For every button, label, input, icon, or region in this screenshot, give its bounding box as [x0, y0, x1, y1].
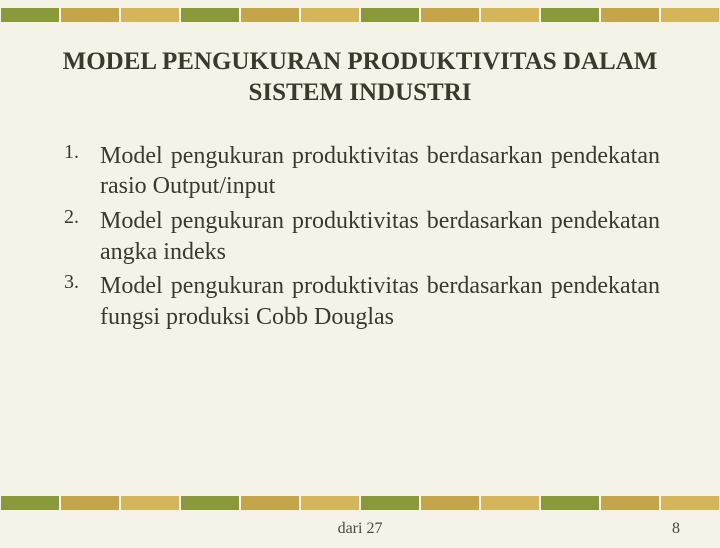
list-text: Model pengukuran produktivitas berdasark… — [100, 271, 660, 332]
content-area: 1.Model pengukuran produktivitas berdasa… — [0, 141, 720, 333]
list-text: Model pengukuran produktivitas berdasark… — [100, 206, 660, 267]
page-number: 8 — [672, 520, 680, 538]
bar-segment — [1, 8, 59, 22]
decorative-bar-top — [0, 8, 720, 22]
list-item: 3.Model pengukuran produktivitas berdasa… — [60, 271, 660, 332]
bar-segment — [121, 496, 179, 510]
bar-segment — [181, 8, 239, 22]
bar-segment — [421, 496, 479, 510]
bar-segment — [121, 8, 179, 22]
bar-segment — [361, 496, 419, 510]
bar-segment — [421, 8, 479, 22]
bar-segment — [1, 496, 59, 510]
bar-segment — [661, 8, 719, 22]
list-text: Model pengukuran produktivitas berdasark… — [100, 141, 660, 202]
bar-segment — [301, 496, 359, 510]
bar-segment — [241, 8, 299, 22]
numbered-list: 1.Model pengukuran produktivitas berdasa… — [60, 141, 660, 333]
list-item: 1.Model pengukuran produktivitas berdasa… — [60, 141, 660, 202]
bar-segment — [301, 8, 359, 22]
bar-segment — [481, 8, 539, 22]
bar-segment — [61, 496, 119, 510]
bar-segment — [661, 496, 719, 510]
footer-center-text: dari 27 — [0, 520, 720, 538]
decorative-bar-bottom — [0, 496, 720, 510]
bar-segment — [541, 8, 599, 22]
slide-title: MODEL PENGUKURAN PRODUKTIVITAS DALAM SIS… — [0, 46, 720, 109]
bar-segment — [601, 8, 659, 22]
list-item: 2.Model pengukuran produktivitas berdasa… — [60, 206, 660, 267]
bar-segment — [61, 8, 119, 22]
bar-segment — [601, 496, 659, 510]
footer: dari 27 8 — [0, 520, 720, 538]
bar-segment — [541, 496, 599, 510]
bar-segment — [181, 496, 239, 510]
list-number: 3. — [60, 271, 100, 332]
bar-segment — [241, 496, 299, 510]
list-number: 1. — [60, 141, 100, 202]
list-number: 2. — [60, 206, 100, 267]
bar-segment — [361, 8, 419, 22]
bar-segment — [481, 496, 539, 510]
